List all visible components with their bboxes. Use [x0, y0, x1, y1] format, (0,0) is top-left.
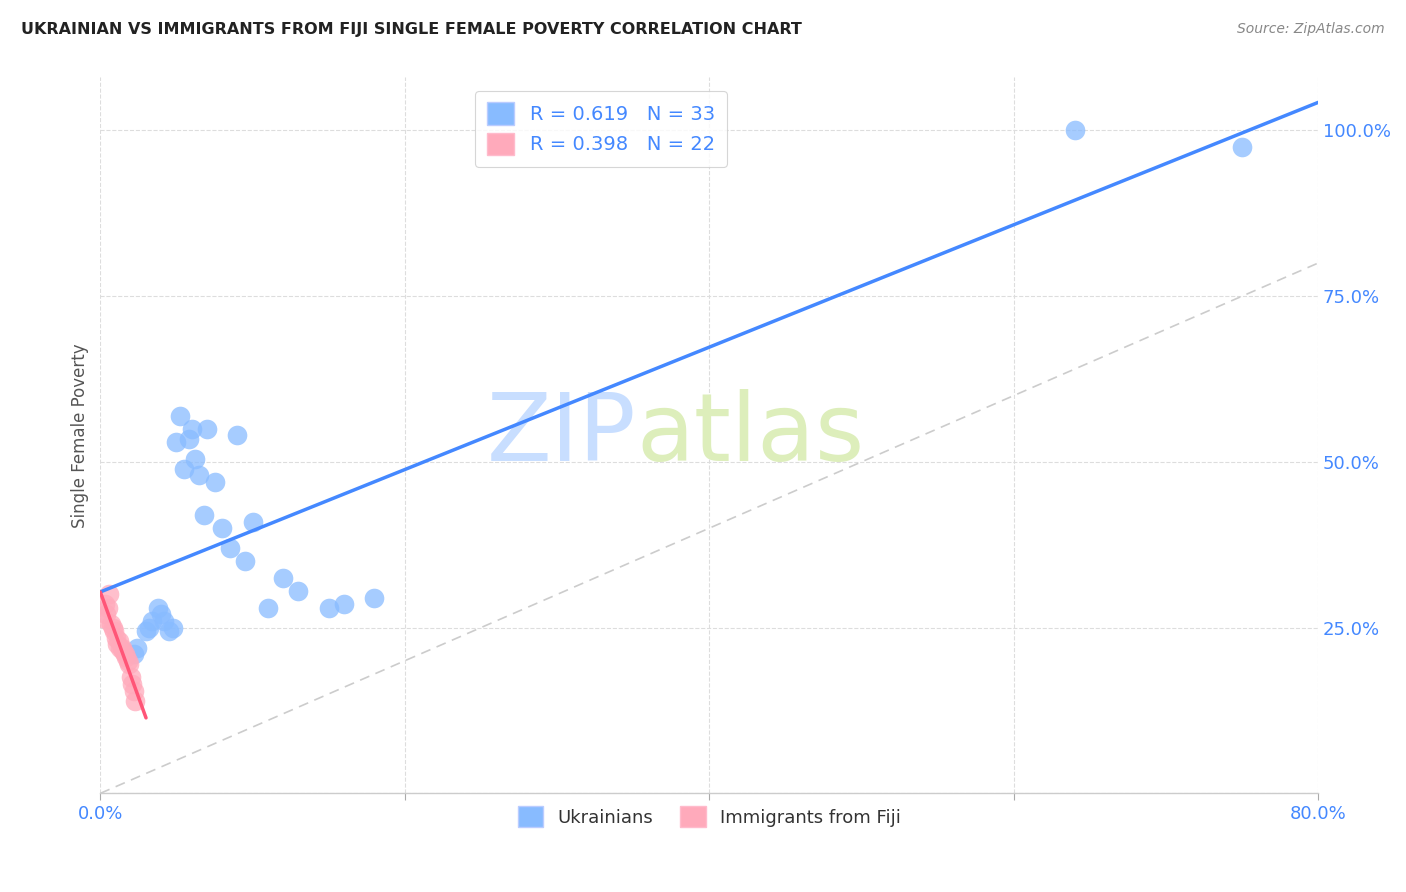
Point: [125, 640, 148, 655]
Point: [120, 670, 142, 684]
Point: [114, 647, 136, 661]
Point: [107, 633, 129, 648]
Point: [204, 475, 226, 489]
Point: [112, 644, 135, 658]
Point: [173, 461, 195, 475]
Point: [195, 422, 218, 436]
Point: [256, 600, 278, 615]
Point: [363, 591, 385, 605]
Point: [162, 621, 184, 635]
Y-axis label: Single Female Poverty: Single Female Poverty: [72, 343, 89, 528]
Point: [115, 650, 138, 665]
Point: [242, 515, 264, 529]
Point: [333, 598, 356, 612]
Point: [138, 621, 160, 635]
Point: [135, 624, 157, 638]
Point: [233, 554, 256, 568]
Point: [121, 677, 143, 691]
Point: [169, 409, 191, 423]
Point: [141, 614, 163, 628]
Point: [94, 598, 117, 612]
Point: [124, 693, 146, 707]
Point: [211, 521, 233, 535]
Point: [166, 435, 188, 450]
Legend: Ukrainians, Immigrants from Fiji: Ukrainians, Immigrants from Fiji: [510, 799, 908, 834]
Point: [157, 624, 180, 638]
Point: [150, 607, 173, 622]
Point: [96, 607, 118, 622]
Point: [117, 654, 139, 668]
Point: [97, 600, 120, 615]
Point: [111, 640, 134, 655]
Point: [183, 451, 205, 466]
Point: [287, 584, 309, 599]
Point: [108, 640, 131, 655]
Point: [1063, 123, 1085, 137]
Point: [226, 428, 249, 442]
Point: [100, 617, 122, 632]
Point: [218, 541, 240, 555]
Point: [104, 631, 127, 645]
Point: [105, 637, 128, 651]
Point: [148, 600, 170, 615]
Point: [1230, 140, 1253, 154]
Point: [318, 600, 340, 615]
Point: [153, 614, 176, 628]
Point: [188, 468, 211, 483]
Point: [118, 657, 141, 671]
Point: [180, 422, 202, 436]
Point: [101, 621, 124, 635]
Point: [98, 587, 121, 601]
Text: UKRAINIAN VS IMMIGRANTS FROM FIJI SINGLE FEMALE POVERTY CORRELATION CHART: UKRAINIAN VS IMMIGRANTS FROM FIJI SINGLE…: [21, 22, 801, 37]
Point: [93, 610, 115, 624]
Point: [177, 432, 200, 446]
Point: [103, 624, 125, 638]
Point: [122, 683, 145, 698]
Text: ZIP: ZIP: [486, 390, 636, 482]
Text: atlas: atlas: [636, 390, 865, 482]
Point: [271, 571, 294, 585]
Point: [193, 508, 215, 522]
Point: [122, 647, 145, 661]
Text: Source: ZipAtlas.com: Source: ZipAtlas.com: [1237, 22, 1385, 37]
